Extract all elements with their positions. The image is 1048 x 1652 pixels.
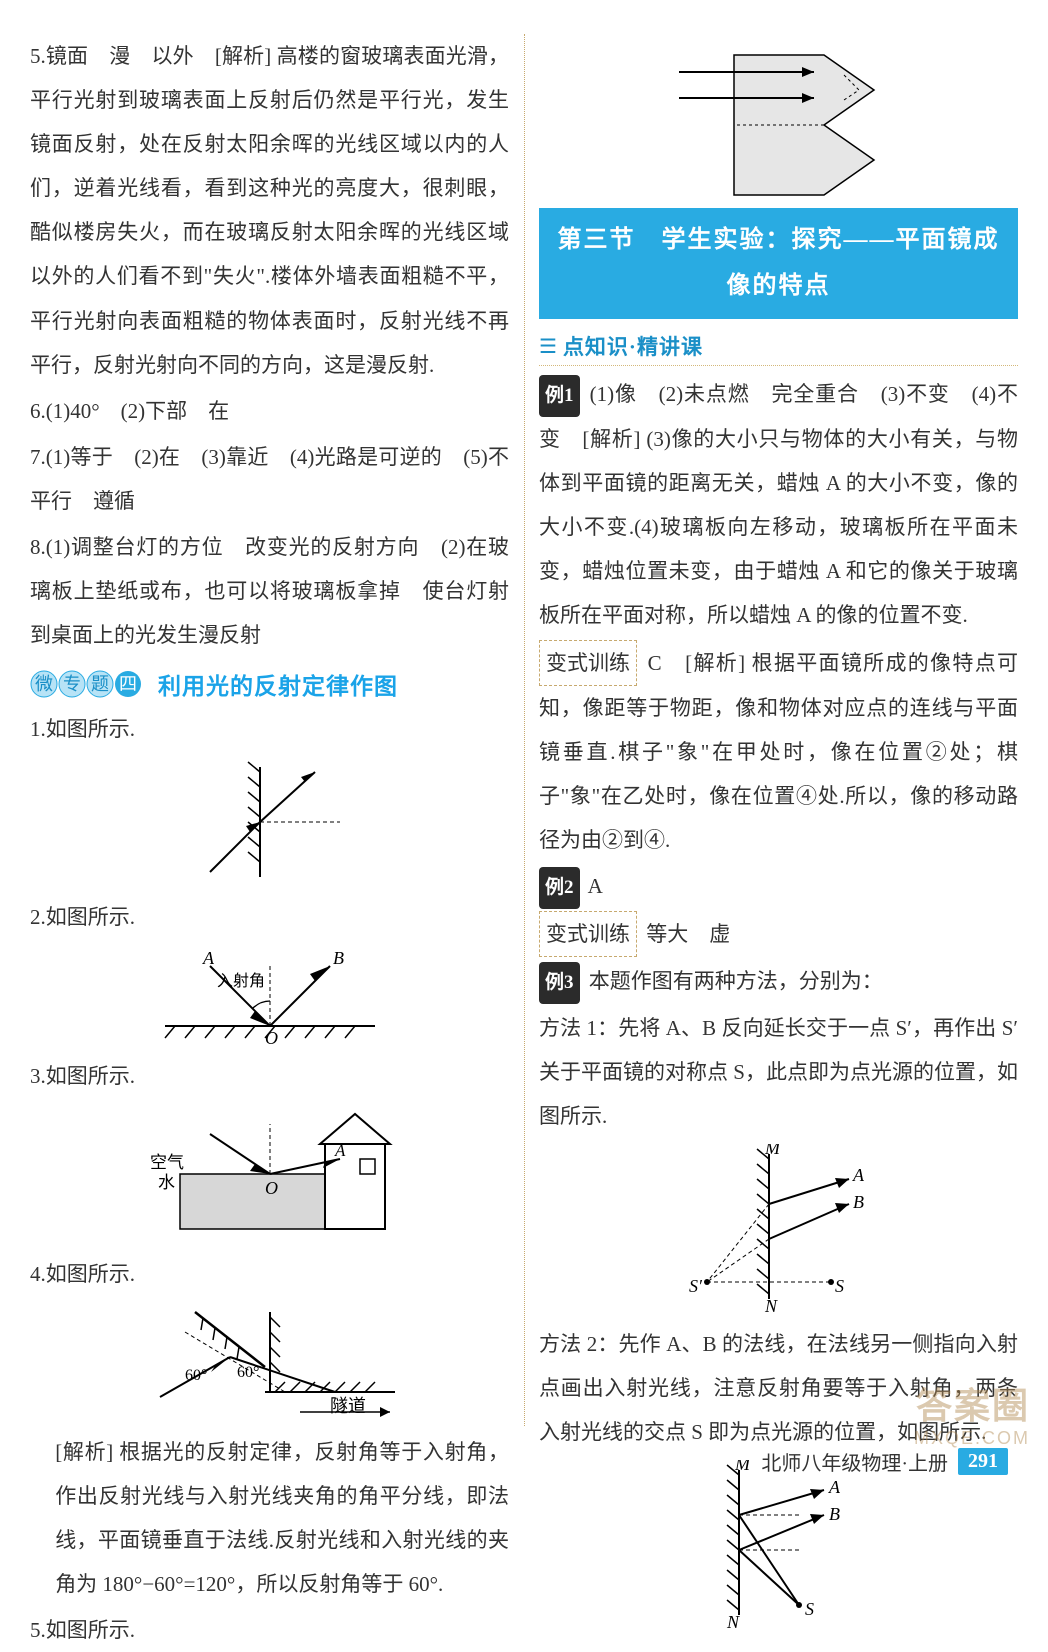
fig2-diagram: A B O 入射角: [155, 946, 385, 1046]
variant1: 变式训练 C [解析] 根据平面镜所成的像特点可知，像距等于物距，像和物体对应点…: [539, 640, 1018, 862]
micro-badge-icon: 微 专 题 四: [30, 668, 150, 700]
fig3-diagram: 空气 水 A O: [130, 1104, 410, 1244]
svg-text:四: 四: [119, 674, 137, 694]
example2: 例2 A: [539, 864, 1018, 909]
svg-text:B: B: [829, 1504, 840, 1524]
svg-text:S: S: [805, 1599, 814, 1619]
left-column: 5.镜面 漫 以外 [解析] 高楼的窗玻璃表面光滑，平行光射到玻璃表面上反射后仍…: [30, 34, 509, 1466]
right-column: 第三节 学生实验：探究——平面镜成像的特点 ☰ 点知识·精讲课 例1 (1)像 …: [539, 34, 1018, 1466]
svg-text:A: A: [202, 948, 215, 968]
fig5-caption: 5.如图所示.: [30, 1608, 509, 1652]
footer-page: 291: [958, 1448, 1008, 1475]
example2-text: A: [588, 874, 603, 898]
fig2-caption: 2.如图所示.: [30, 895, 509, 939]
fig4-diagram: 60° 60° 隧道: [135, 1302, 405, 1422]
svg-text:60°: 60°: [237, 1364, 259, 1381]
variant2-text: 等大 虚: [646, 922, 730, 946]
svg-text:N: N: [726, 1612, 740, 1630]
fig3-caption: 3.如图所示.: [30, 1054, 509, 1098]
method1-diagram: M N A B S S′: [669, 1144, 889, 1314]
svg-text:O: O: [265, 1028, 278, 1046]
example1: 例1 (1)像 (2)未点燃 完全重合 (3)不变 (4)不变 [解析] (3)…: [539, 372, 1018, 637]
svg-text:A: A: [334, 1141, 346, 1160]
variant-label-1: 变式训练: [539, 640, 637, 686]
watermark: 答案圈 MXQE.COM: [914, 1385, 1030, 1450]
pill-ex1: 例1: [539, 375, 580, 417]
example1-text: (1)像 (2)未点燃 完全重合 (3)不变 (4)不变 [解析] (3)像的大…: [539, 382, 1018, 627]
pill-ex2: 例2: [539, 867, 580, 909]
svg-text:O: O: [265, 1178, 278, 1198]
example3-intro: 例3 本题作图有两种方法，分别为：: [539, 959, 1018, 1004]
fig1-caption: 1.如图所示.: [30, 707, 509, 751]
page-footer: 北师八年级物理·上册 291: [761, 1447, 1008, 1476]
fig4-analysis: [解析] 根据光的反射定律，反射角等于入射角，作出反射光线与入射光线夹角的角平分…: [30, 1430, 509, 1606]
watermark-line1: 答案圈: [914, 1385, 1030, 1428]
svg-text:水: 水: [158, 1173, 175, 1192]
book-icon: ☰: [539, 334, 557, 359]
svg-text:专: 专: [63, 674, 81, 694]
variant-label-2: 变式训练: [539, 911, 637, 957]
svg-text:题: 题: [91, 674, 109, 694]
variant2: 变式训练 等大 虚: [539, 911, 1018, 957]
micro-topic-title: 利用光的反射定律作图: [158, 667, 398, 701]
svg-text:入射角: 入射角: [217, 972, 265, 990]
svg-text:空气: 空气: [150, 1153, 184, 1172]
q6-text: 6.(1)40° (2)下部 在: [30, 389, 509, 433]
svg-text:M: M: [734, 1460, 751, 1474]
q7-text: 7.(1)等于 (2)在 (3)靠近 (4)光路是可逆的 (5)不平行 遵循: [30, 435, 509, 523]
pill-ex3: 例3: [539, 962, 580, 1004]
footer-book: 北师八年级物理·上册: [761, 1447, 948, 1476]
svg-text:A: A: [828, 1477, 841, 1497]
svg-text:S: S: [835, 1276, 844, 1296]
svg-text:60°: 60°: [185, 1367, 207, 1384]
svg-text:B: B: [333, 948, 344, 968]
svg-text:微: 微: [35, 674, 53, 694]
top-right-diagram: [674, 40, 884, 200]
svg-text:M: M: [764, 1144, 781, 1158]
svg-text:B: B: [853, 1192, 864, 1212]
q8-text: 8.(1)调整台灯的方位 改变光的反射方向 (2)在玻璃板上垫纸或布，也可以将玻…: [30, 525, 509, 657]
method2-diagram: M N A B S: [679, 1460, 879, 1630]
svg-text:S′: S′: [689, 1276, 703, 1296]
svg-text:A: A: [852, 1165, 865, 1185]
micro-topic-heading: 微 专 题 四 利用光的反射定律作图: [30, 667, 509, 701]
q5-text: 5.镜面 漫 以外 [解析] 高楼的窗玻璃表面光滑，平行光射到玻璃表面上反射后仍…: [30, 34, 509, 387]
svg-text:N: N: [764, 1296, 778, 1314]
example3-intro-text: 本题作图有两种方法，分别为：: [589, 969, 883, 993]
fig1-diagram: [190, 757, 350, 887]
sub-banner: ☰ 点知识·精讲课: [539, 331, 1018, 366]
section-banner: 第三节 学生实验：探究——平面镜成像的特点: [539, 208, 1018, 319]
method1-text: 方法 1：先将 A、B 反向延长交于一点 S′，再作出 S′ 关于平面镜的对称点…: [539, 1006, 1018, 1138]
sub-banner-text: 点知识·精讲课: [563, 331, 703, 361]
fig4-caption: 4.如图所示.: [30, 1252, 509, 1296]
svg-text:隧道: 隧道: [330, 1396, 366, 1416]
